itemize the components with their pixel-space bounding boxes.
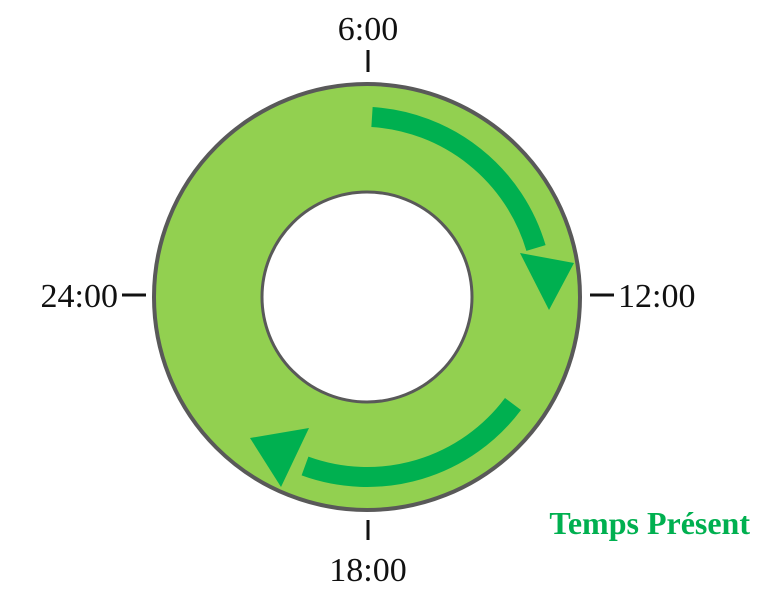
caption-temps-present: Temps Présent	[549, 505, 750, 541]
inner-hole	[260, 190, 474, 404]
label-24h: 24:00	[41, 278, 118, 315]
label-18h: 18:00	[329, 552, 406, 589]
clockwise-arrow-icon-upper	[371, 107, 574, 310]
clockwise-arrow-icon-lower	[250, 397, 522, 487]
label-12h: 12:00	[618, 278, 695, 315]
label-6h: 6:00	[338, 11, 398, 48]
